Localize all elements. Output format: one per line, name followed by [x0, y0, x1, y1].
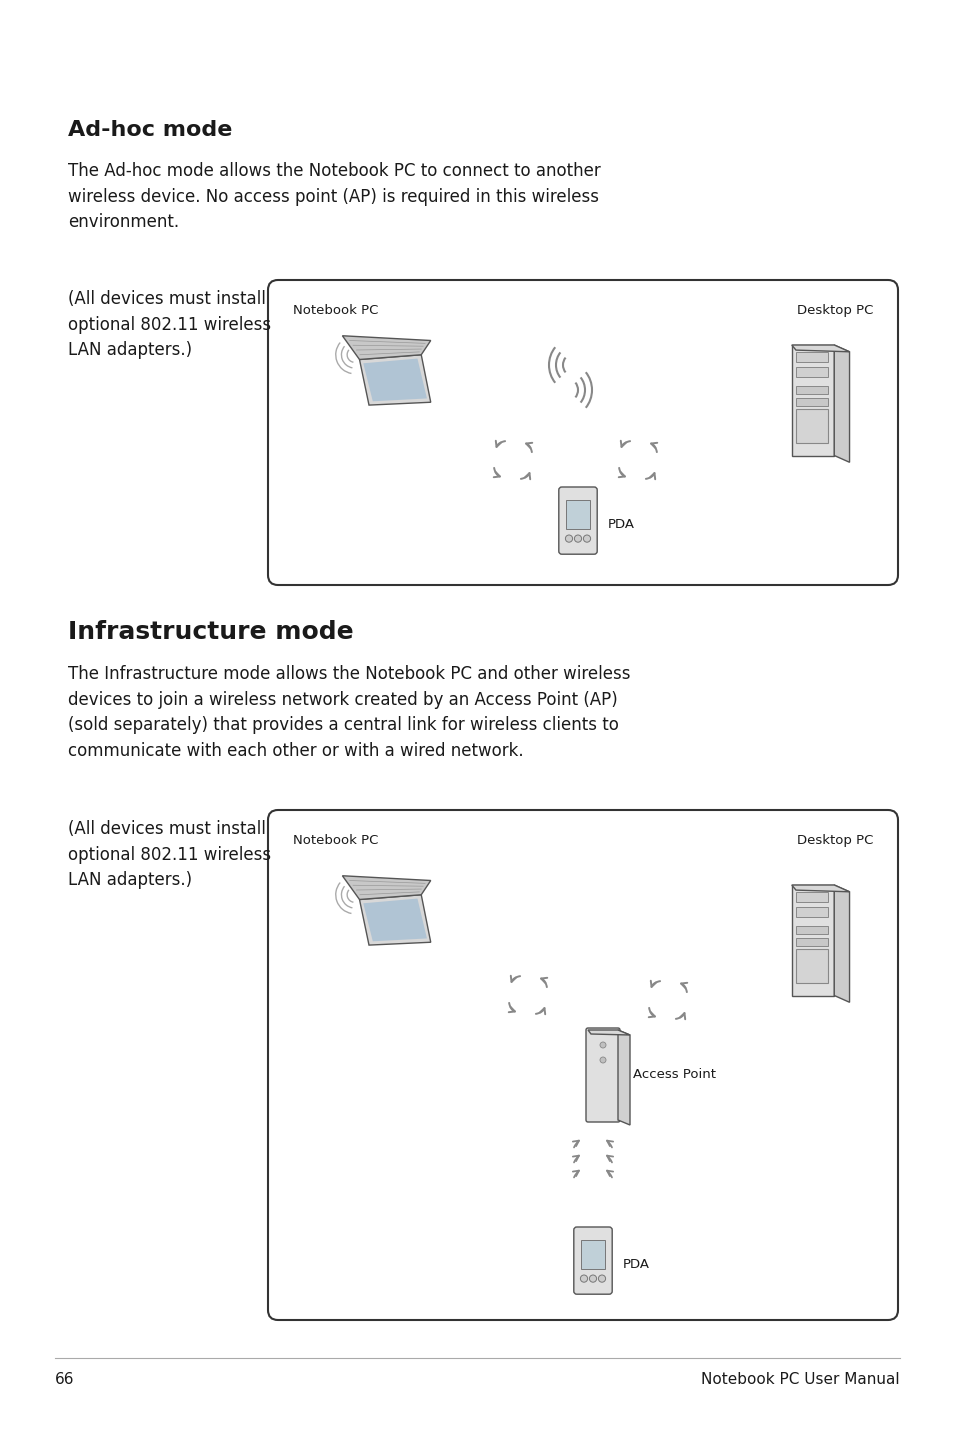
Text: (All devices must install
optional 802.11 wireless
LAN adapters.): (All devices must install optional 802.1…	[68, 290, 271, 360]
Polygon shape	[791, 345, 849, 352]
Text: (All devices must install
optional 802.11 wireless
LAN adapters.): (All devices must install optional 802.1…	[68, 820, 271, 889]
FancyBboxPatch shape	[573, 1227, 612, 1294]
Polygon shape	[342, 876, 431, 900]
Polygon shape	[833, 345, 849, 462]
FancyBboxPatch shape	[268, 810, 897, 1320]
Polygon shape	[363, 358, 427, 401]
Text: 66: 66	[55, 1372, 74, 1388]
Bar	[795, 907, 827, 917]
Circle shape	[599, 1057, 605, 1063]
Text: Access Point: Access Point	[633, 1068, 716, 1081]
Polygon shape	[791, 884, 849, 892]
Bar	[795, 367, 827, 377]
Polygon shape	[618, 1030, 629, 1125]
FancyBboxPatch shape	[558, 487, 597, 554]
Text: Desktop PC: Desktop PC	[796, 303, 872, 316]
Text: The Ad-hoc mode allows the Notebook PC to connect to another
wireless device. No: The Ad-hoc mode allows the Notebook PC t…	[68, 162, 600, 232]
Bar	[795, 385, 827, 394]
Bar	[795, 938, 827, 946]
Polygon shape	[342, 335, 431, 360]
Bar	[795, 398, 827, 406]
Polygon shape	[359, 355, 431, 406]
Bar	[791, 345, 833, 456]
Text: Infrastructure mode: Infrastructure mode	[68, 620, 354, 644]
Text: Notebook PC User Manual: Notebook PC User Manual	[700, 1372, 899, 1388]
Polygon shape	[833, 884, 849, 1002]
Text: PDA: PDA	[622, 1258, 649, 1271]
Bar	[795, 926, 827, 935]
Text: Desktop PC: Desktop PC	[796, 834, 872, 847]
Circle shape	[574, 535, 581, 542]
Bar	[580, 1240, 604, 1268]
Bar	[791, 884, 833, 995]
Text: Notebook PC: Notebook PC	[293, 303, 378, 316]
Circle shape	[598, 1276, 605, 1283]
Polygon shape	[363, 899, 427, 942]
Text: Notebook PC: Notebook PC	[293, 834, 378, 847]
Circle shape	[599, 1043, 605, 1048]
Circle shape	[583, 535, 590, 542]
FancyBboxPatch shape	[268, 280, 897, 585]
Text: PDA: PDA	[607, 519, 635, 532]
Bar	[795, 408, 827, 443]
Bar	[795, 892, 827, 902]
Text: Ad-hoc mode: Ad-hoc mode	[68, 119, 233, 139]
Polygon shape	[587, 1030, 629, 1035]
Circle shape	[579, 1276, 587, 1283]
Bar	[795, 352, 827, 362]
Circle shape	[565, 535, 572, 542]
Text: The Infrastructure mode allows the Notebook PC and other wireless
devices to joi: The Infrastructure mode allows the Noteb…	[68, 664, 630, 761]
FancyBboxPatch shape	[585, 1028, 619, 1122]
Bar	[795, 949, 827, 982]
Bar	[566, 500, 589, 529]
Polygon shape	[359, 894, 431, 945]
Circle shape	[589, 1276, 596, 1283]
